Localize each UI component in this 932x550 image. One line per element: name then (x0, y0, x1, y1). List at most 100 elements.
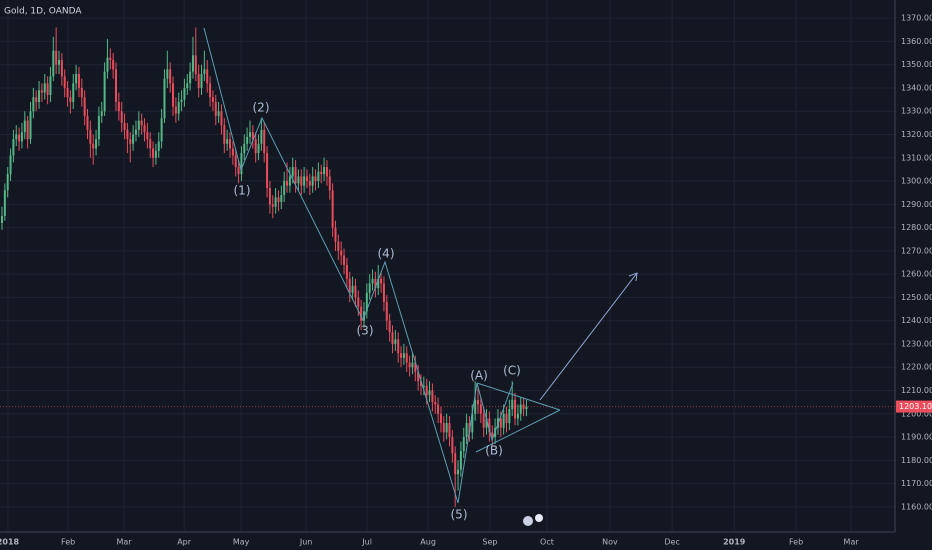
candle-body (522, 404, 525, 410)
candle-body (439, 413, 442, 424)
candle-body (508, 409, 511, 424)
candle-body (58, 60, 61, 65)
price-axis (895, 0, 932, 550)
y-tick-label: 1280.000 (901, 223, 932, 232)
wave-label: (1) (234, 184, 251, 198)
candle-body (243, 143, 246, 154)
candle-body (12, 139, 15, 156)
y-tick-label: 1220.000 (901, 363, 932, 372)
y-tick-label: 1190.000 (901, 433, 932, 442)
candle-body (237, 167, 240, 175)
candle-body (400, 353, 403, 358)
x-tick-label: Feb (61, 538, 75, 547)
candle-body (231, 148, 234, 156)
candle-body (425, 385, 428, 396)
wave-label: (B) (485, 444, 503, 458)
wave-label: (A) (470, 369, 488, 383)
x-tick-label: Mar (844, 538, 860, 547)
candle-body (38, 90, 41, 102)
candle-body (485, 418, 488, 428)
candle-body (419, 381, 422, 386)
candle-body (20, 132, 23, 142)
candle-body (360, 306, 363, 321)
candle-body (132, 134, 135, 144)
candle-body (465, 423, 468, 438)
candle-body (260, 129, 263, 144)
candle-body (277, 197, 280, 203)
y-tick-label: 1230.000 (901, 339, 932, 348)
candle-body (476, 399, 479, 405)
candle-body (3, 190, 6, 216)
candle-body (454, 453, 457, 475)
candle-body (263, 129, 266, 154)
y-tick-label: 1260.000 (901, 270, 932, 279)
candle-body (226, 139, 229, 144)
candle-body (251, 132, 254, 140)
arrow-head (628, 272, 638, 282)
candle-body (83, 97, 86, 116)
candle-body (434, 402, 437, 405)
candle-body (431, 390, 434, 403)
candle-body (46, 83, 49, 95)
candle-body (123, 122, 126, 130)
candle-body (152, 148, 155, 158)
candle-body (414, 362, 417, 372)
candle-body (516, 413, 519, 419)
candle-body (49, 76, 52, 95)
candle-body (519, 404, 522, 414)
candle-body (325, 167, 328, 177)
wave-lines (203, 27, 514, 504)
candle-body (305, 176, 308, 182)
candle-body (35, 97, 38, 102)
candle-body (266, 153, 269, 189)
candle-body (343, 255, 346, 265)
candle-body (294, 167, 297, 184)
y-tick-label: 1180.000 (901, 456, 932, 465)
candle-body (365, 292, 368, 312)
candle-body (502, 413, 505, 428)
candle-body (348, 278, 351, 293)
candle-body (462, 437, 465, 452)
x-tick-label: 2018 (0, 538, 20, 547)
candle-body (368, 283, 371, 293)
y-tick-label: 1210.000 (901, 386, 932, 395)
candle-body (246, 136, 249, 144)
candle-body (197, 74, 200, 88)
candle-body (283, 181, 286, 196)
x-tick-label: Mar (116, 538, 132, 547)
candle-body (160, 118, 163, 142)
candle-body (186, 83, 189, 88)
candle-body (499, 418, 502, 428)
candle-body (220, 111, 223, 126)
candle-body (203, 69, 206, 75)
candle-body (471, 413, 474, 433)
y-tick-label: 1320.000 (901, 130, 932, 139)
candle-body (32, 97, 35, 112)
candle-body (177, 101, 180, 114)
candle-body (317, 171, 320, 182)
candle-body (206, 69, 209, 84)
candle-body (60, 60, 63, 77)
candle-body (77, 74, 80, 88)
x-tick-label: Dec (664, 538, 679, 547)
candle-body (314, 176, 317, 182)
candle-body (75, 74, 78, 84)
candle-body (271, 204, 274, 207)
grid (0, 0, 895, 532)
candle-body (223, 125, 226, 144)
y-tick-label: 1170.000 (901, 479, 932, 488)
wave-label: (5) (451, 508, 468, 522)
candle-body (174, 106, 177, 114)
y-tick-label: 1240.000 (901, 316, 932, 325)
y-tick-label: 1270.000 (901, 246, 932, 255)
y-tick-label: 1360.000 (901, 37, 932, 46)
y-tick-label: 1340.000 (901, 83, 932, 92)
x-tick-label: Oct (540, 538, 554, 547)
forecast-arrow (539, 272, 638, 401)
candle-body (137, 120, 140, 130)
candle-body (211, 97, 214, 102)
candle-body (445, 423, 448, 433)
candle-body (320, 171, 323, 175)
candle-body (63, 76, 66, 88)
candle-body (154, 150, 157, 158)
